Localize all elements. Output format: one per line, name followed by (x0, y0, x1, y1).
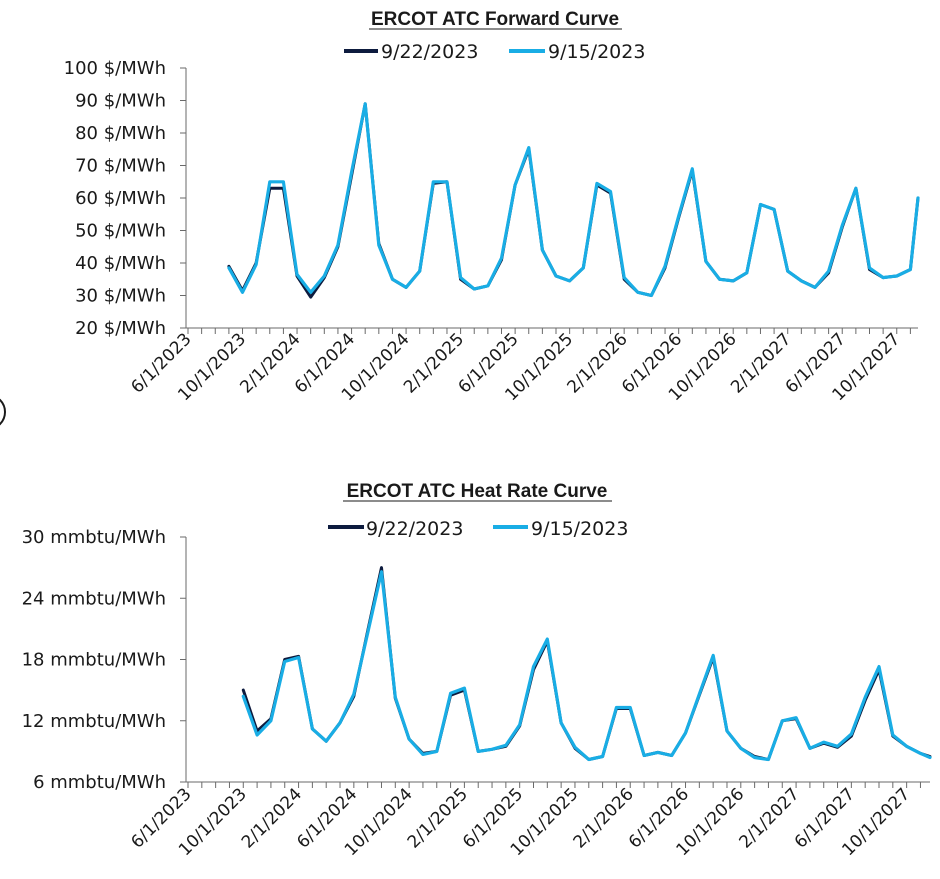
legend-label-9-22: 9/22/2023 (381, 41, 478, 63)
y-tick-label: 80 $/MWh (75, 123, 166, 144)
forward-curve-y-axis: 20 $/MWh 30 $/MWh 40 $/MWh 50 $/MWh 60 $/MWh… (64, 58, 187, 339)
y-tick-label: 50 $/MWh (75, 221, 166, 242)
forward-curve-legend: 9/22/2023 9/15/2023 (344, 41, 645, 63)
heat-rate-y-axis: 6 mmbtu/MWh 12 mmbtu/MWh 18 mmbtu/MWh 24 mm… (22, 527, 187, 793)
forward-curve-chart: ERCOT ATC Forward Curve 9/22/2023 9/15/2… (64, 9, 920, 405)
heat-rate-lines (241, 566, 932, 762)
series-line-9-15-2023 (241, 570, 932, 762)
forward-curve-x-axis: 6/1/202310/1/20232/1/20246/1/202410/1/20… (127, 327, 918, 405)
y-tick-label: 30 mmbtu/MWh (22, 527, 166, 548)
y-tick-label: 70 $/MWh (75, 156, 166, 177)
y-tick-label: 18 mmbtu/MWh (22, 650, 166, 671)
y-tick-label: 100 $/MWh (64, 58, 166, 79)
y-tick-label: 40 $/MWh (75, 253, 166, 274)
heat-rate-legend: 9/22/2023 9/15/2023 (328, 518, 628, 540)
forward-curve-title: ERCOT ATC Forward Curve (371, 9, 619, 30)
series-line-9-22-2023 (227, 102, 920, 299)
series-line-9-22-2023 (241, 566, 932, 761)
y-tick-label: 20 $/MWh (75, 318, 166, 339)
y-tick-label: 90 $/MWh (75, 91, 166, 112)
forward-curve-lines (227, 102, 920, 299)
y-tick-label: 12 mmbtu/MWh (22, 711, 166, 732)
y-tick-label: 24 mmbtu/MWh (22, 588, 166, 609)
heat-rate-x-axis: 6/1/202310/1/20232/1/20246/1/202410/1/20… (127, 781, 930, 860)
edge-circle-decoration (0, 398, 6, 426)
heat-rate-chart: ERCOT ATC Heat Rate Curve 9/22/2023 9/15… (22, 481, 932, 860)
legend-label-9-15: 9/15/2023 (531, 518, 628, 540)
heat-rate-title: ERCOT ATC Heat Rate Curve (347, 481, 608, 502)
legend-label-9-15: 9/15/2023 (548, 41, 645, 63)
series-line-9-15-2023 (227, 102, 920, 298)
y-tick-label: 60 $/MWh (75, 188, 166, 209)
y-tick-label: 30 $/MWh (75, 286, 166, 307)
legend-label-9-22: 9/22/2023 (366, 518, 463, 540)
y-tick-label: 6 mmbtu/MWh (33, 772, 166, 793)
